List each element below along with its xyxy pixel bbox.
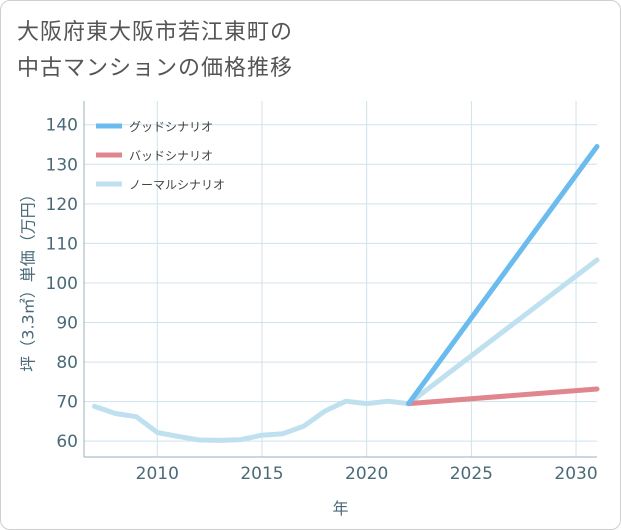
y-tick-labels: 60 70 80 90 100 110 120 130 140 [46, 116, 78, 452]
y-tick-80: 80 [56, 353, 78, 373]
grid [84, 101, 597, 457]
y-tick-100: 100 [46, 274, 78, 294]
y-axis-label: 坪（3.3㎡）単価（万円） [19, 186, 38, 371]
legend-label-bad: バッドシナリオ [129, 149, 213, 163]
y-tick-130: 130 [46, 155, 78, 175]
legend-label-normal: ノーマルシナリオ [129, 178, 225, 192]
series-line-good [406, 144, 600, 407]
series-lines [92, 144, 600, 443]
chart-title: 大阪府東大阪市若江東町の 中古マンションの価格推移 [17, 20, 294, 81]
series-line-bad [406, 386, 600, 407]
y-tick-70: 70 [56, 393, 78, 413]
x-tick-labels: 2010 2015 2020 2025 2030 [136, 464, 598, 484]
x-tick-2010: 2010 [136, 464, 179, 484]
y-tick-140: 140 [46, 116, 78, 136]
series-line-normal [92, 257, 600, 443]
y-tick-90: 90 [56, 314, 78, 334]
axes [83, 101, 597, 458]
y-tick-110: 110 [46, 234, 78, 254]
x-tick-2025: 2025 [450, 464, 493, 484]
x-tick-2015: 2015 [240, 464, 283, 484]
legend-label-good: グッドシナリオ [129, 120, 213, 134]
x-tick-2020: 2020 [345, 464, 388, 484]
x-axis-label: 年 [332, 499, 348, 518]
x-tick-2030: 2030 [554, 464, 597, 484]
y-tick-120: 120 [46, 195, 78, 215]
y-tick-60: 60 [56, 432, 78, 452]
